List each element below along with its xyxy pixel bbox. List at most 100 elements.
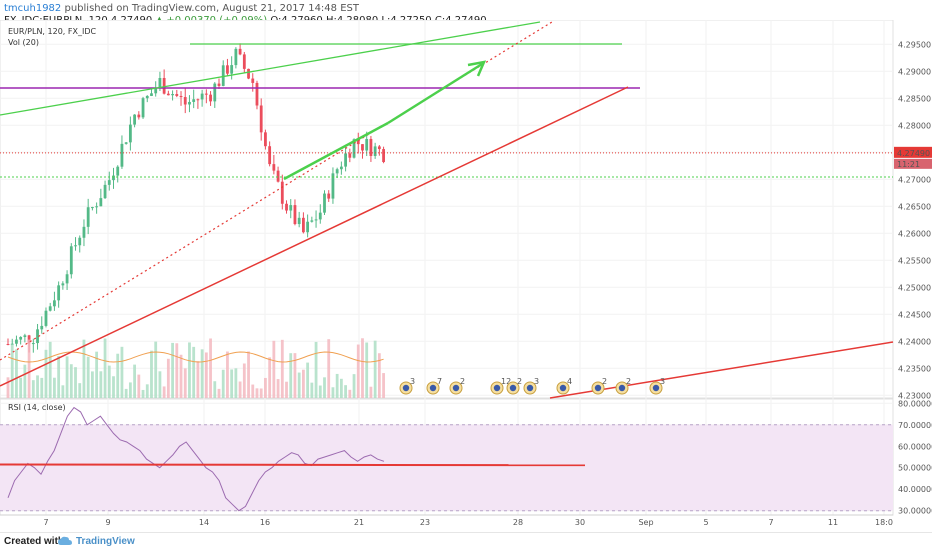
volume-bar — [183, 368, 187, 398]
candle-body — [188, 101, 191, 105]
volume-bar — [86, 356, 90, 398]
volume-bar — [150, 350, 153, 398]
volume-bar — [175, 343, 179, 398]
candle-body — [373, 146, 377, 156]
price-legend-title: EUR/PLN, 120, FX_IDC — [8, 27, 96, 36]
time-tick-label: 23 — [420, 518, 430, 527]
candle-body — [27, 335, 31, 344]
price-tick-label: 4.27000 — [898, 175, 931, 184]
volume-bar — [234, 368, 238, 398]
price-pane — [0, 20, 894, 399]
volume-bar — [200, 349, 204, 398]
candle-body — [48, 306, 52, 311]
candle-body — [74, 245, 77, 247]
candle-body — [318, 212, 322, 220]
price-tick-label: 4.26500 — [898, 202, 931, 211]
volume-bar — [112, 376, 115, 398]
candle-body — [272, 164, 276, 171]
candle-body — [137, 114, 141, 118]
volume-bar — [344, 385, 347, 398]
volume-bar — [272, 340, 276, 398]
candle-body — [323, 193, 326, 213]
candle-body — [297, 217, 301, 225]
volume-bar — [53, 377, 56, 398]
event-marker-count: 2 — [517, 377, 522, 386]
volume-bar — [141, 389, 145, 398]
trendline-green-upper — [0, 21, 541, 116]
volume-bar — [289, 353, 293, 398]
event-marker-dot — [429, 384, 437, 392]
candle-body — [200, 93, 204, 100]
volume-bar — [204, 352, 208, 398]
volume-bar — [124, 388, 128, 398]
candle-body — [306, 221, 310, 233]
volume-bar — [48, 341, 52, 398]
volume-bar — [318, 385, 322, 398]
tradingview-brand[interactable]: TradingView — [76, 536, 135, 547]
candle-body — [86, 207, 90, 227]
event-marker-dot — [618, 384, 626, 392]
candle-body — [348, 153, 352, 158]
volume-bar — [297, 372, 301, 398]
candle-body — [314, 219, 318, 221]
candle-body — [179, 95, 183, 98]
event-marker-dot — [594, 384, 602, 392]
volume-bar — [314, 341, 318, 398]
volume-bar — [242, 363, 246, 398]
candle-body — [91, 207, 94, 209]
candle-body — [335, 169, 339, 174]
rsi-trendline-red — [0, 463, 586, 467]
candle-body — [124, 142, 128, 144]
last-price-tag — [894, 146, 932, 158]
event-marker-count: 3 — [410, 377, 415, 386]
event-marker-dot — [402, 384, 410, 392]
tradingview-cloud-icon — [58, 536, 72, 545]
volume-bar — [82, 339, 86, 398]
price-tick-label: 4.25500 — [898, 256, 931, 265]
event-marker-count: 3 — [534, 377, 539, 386]
volume-bar — [6, 377, 10, 398]
volume-bar — [331, 387, 335, 398]
candle-body — [166, 93, 170, 96]
volume-bar — [15, 349, 18, 398]
volume-bar — [293, 353, 297, 398]
candle-body — [213, 83, 217, 102]
rsi-tick-label: 50.00000 — [898, 464, 932, 473]
volume-bar — [213, 381, 217, 398]
time-tick-label: 18:0 — [875, 518, 893, 527]
event-marker-count: 4 — [567, 377, 572, 386]
volume-legend-label: Vol (20) — [8, 38, 39, 47]
candle-body — [369, 138, 373, 156]
volume-bar — [74, 367, 77, 398]
event-marker-count: 2 — [626, 377, 631, 386]
candle-body — [268, 146, 272, 165]
time-tick-label: 14 — [199, 518, 209, 527]
author-link[interactable]: tmcuh1982 — [4, 3, 62, 14]
event-marker-count: 12 — [501, 377, 511, 386]
volume-bar — [192, 346, 196, 398]
candle-body — [36, 329, 39, 344]
volume-bar — [65, 356, 69, 398]
candle-body — [19, 336, 23, 340]
volume-bar — [158, 371, 162, 398]
publish-text: published on TradingView.com, August 21,… — [61, 3, 359, 14]
volume-bar — [137, 374, 141, 398]
volume-bar — [57, 356, 61, 398]
volume-bar — [356, 344, 360, 398]
price-tick-label: 4.23500 — [898, 364, 931, 373]
volume-bar — [128, 382, 132, 398]
candle-body — [238, 48, 242, 55]
candle-body — [255, 82, 259, 106]
volume-bar — [377, 353, 381, 398]
candle-body — [107, 180, 111, 185]
time-tick-label: Sep — [638, 518, 653, 527]
event-marker-dot — [509, 384, 517, 392]
rsi-legend-title: RSI (14, close) — [8, 403, 66, 412]
price-tick-label: 4.28500 — [898, 94, 931, 103]
candle-body — [44, 310, 48, 326]
event-marker-count: 2 — [602, 377, 607, 386]
volume-bar — [276, 379, 280, 398]
volume-bar — [31, 380, 35, 398]
time-tick-label: 16 — [260, 518, 270, 527]
